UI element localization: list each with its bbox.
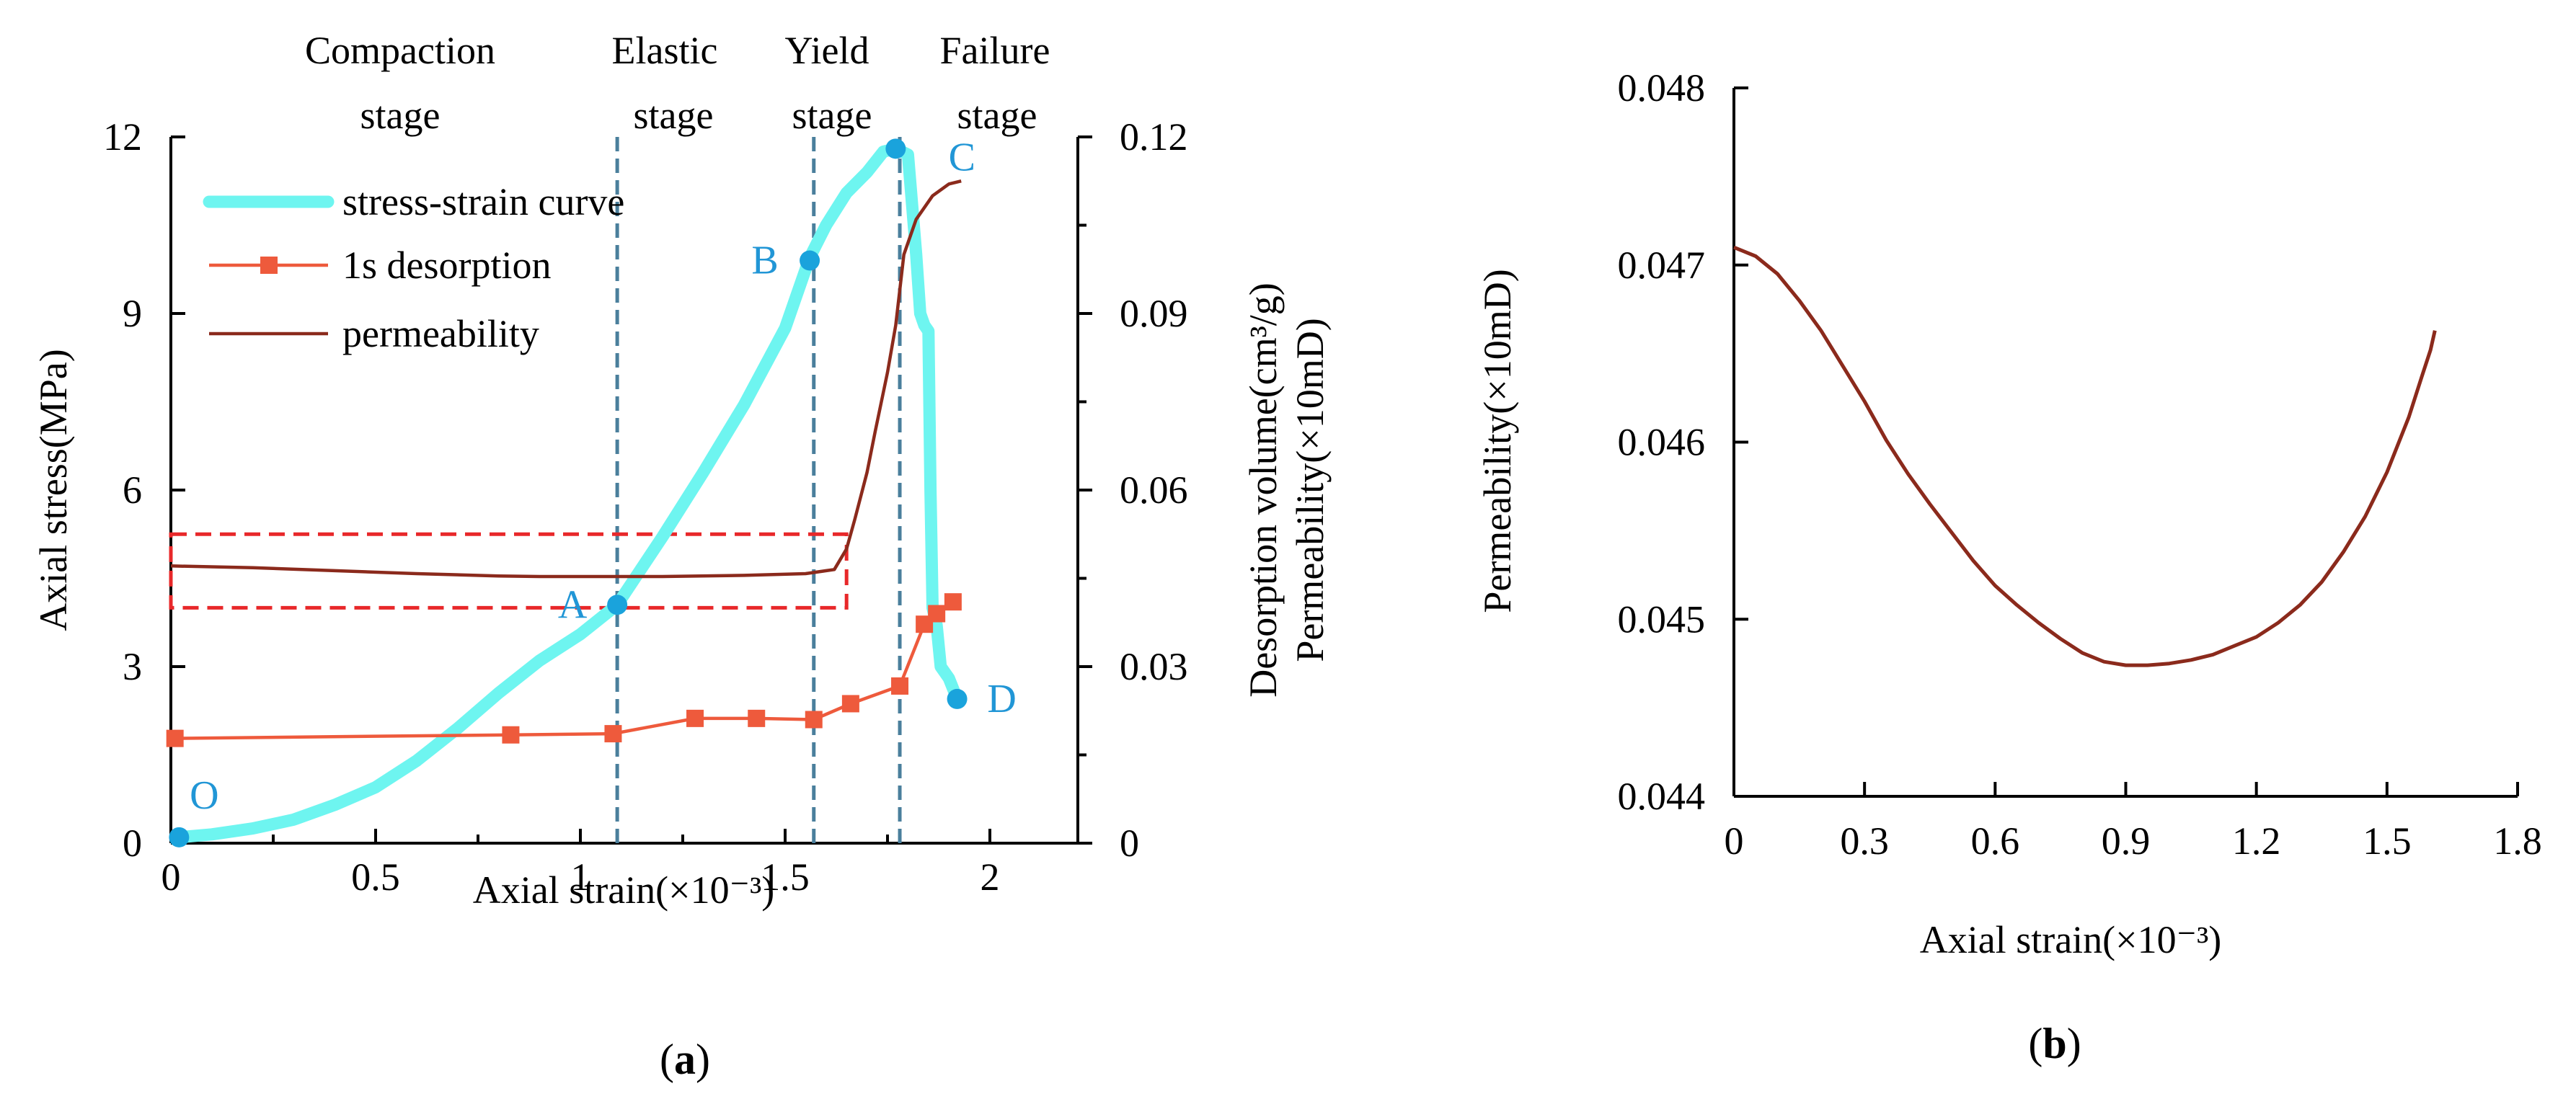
desorption-point: [891, 677, 909, 695]
x-tick-label: 0.5: [351, 855, 400, 899]
x-tick-label: 1: [571, 855, 590, 899]
desorption-markers: [166, 593, 962, 747]
desorption-point: [166, 729, 184, 747]
stage-title-yield-1: Yield: [785, 29, 869, 72]
desorption-point: [604, 725, 622, 743]
panel-a-caption: (a): [660, 1036, 710, 1083]
legend: stress-strain curve 1s desorption permea…: [203, 180, 624, 355]
legend-label-permeability: permeability: [342, 312, 539, 355]
desorption-point: [841, 695, 859, 713]
panel-b: 0 0.3 0.6 0.9 1.2 1.5 1.8 0.044 0.045 0.046 0.047 0…: [1476, 66, 2542, 1067]
legend-label-stress: stress-strain curve: [342, 180, 624, 223]
b-x-tick-label: 0.9: [2102, 819, 2151, 863]
point-label-a: A: [558, 582, 588, 627]
series-permeability: [170, 179, 962, 579]
panel-a-ylabel: Axial stress(MPa): [32, 349, 75, 631]
point-label-c: C: [949, 135, 975, 179]
desorption-point: [502, 726, 520, 744]
x-tick-label: 2: [981, 855, 1000, 899]
panel-a-xlabel: Axial strain(×10⁻³): [473, 868, 775, 912]
y-tick-label: 0: [123, 822, 142, 865]
x-tick-label: 1.5: [761, 855, 810, 899]
panel-a-y2label-desorption: Desorption volume(cm³/g): [1241, 282, 1285, 698]
b-x-tick-label: 1.2: [2232, 819, 2281, 863]
b-y-tick-label: 0.046: [1618, 421, 1706, 464]
series-permeability-b: [1733, 245, 2437, 667]
characteristic-points: O A B C D: [169, 135, 1017, 847]
point-label-d: D: [987, 677, 1016, 721]
panel-a-y2label-permeability: Permeability(×10mD): [1288, 318, 1332, 662]
point-label-o: O: [190, 773, 218, 818]
y2-tick-label: 0.09: [1120, 292, 1188, 335]
y-tick-label: 12: [103, 115, 142, 159]
b-y-tick-label: 0.044: [1618, 775, 1706, 818]
y2-tick-label: 0: [1120, 822, 1139, 865]
b-x-tick-label: 0.3: [1840, 819, 1889, 863]
panel-b-xlabel: Axial strain(×10⁻³): [1920, 918, 2222, 961]
desorption-point: [928, 605, 946, 623]
point-b: [800, 250, 820, 271]
y2-tick-label: 0.12: [1120, 115, 1188, 159]
stage-title-elastic-2: stage: [634, 94, 714, 137]
point-c: [885, 138, 906, 159]
stage-title-failure-2: stage: [957, 94, 1037, 137]
y2-tick-label: 0.06: [1120, 468, 1188, 512]
panel-b-ylabel: Permeability(×10mD): [1476, 269, 1519, 613]
b-x-tick-label: 1.5: [2363, 819, 2412, 863]
b-x-tick-label: 1.8: [2493, 819, 2542, 863]
desorption-point: [805, 711, 823, 729]
desorption-point: [748, 709, 766, 727]
panel-b-caption: (b): [2028, 1020, 2081, 1067]
b-x-tick-label: 0: [1725, 819, 1744, 863]
stage-title-compaction-1: Compaction: [305, 29, 495, 72]
stage-title-compaction-2: stage: [360, 94, 441, 137]
b-x-tick-label: 0.6: [1971, 819, 2020, 863]
b-y-tick-label: 0.047: [1618, 244, 1706, 287]
x-tick-label: 0: [161, 855, 181, 899]
legend-label-desorption: 1s desorption: [342, 244, 552, 287]
y2-tick-label: 0.03: [1120, 645, 1188, 688]
panel-b-ticks: 0 0.3 0.6 0.9 1.2 1.5 1.8 0.044 0.045 0.046 0.047 0…: [1618, 66, 2542, 863]
stage-title-failure-1: Failure: [940, 29, 1050, 72]
panel-a-ticks: 0 0.5 1 1.5 2 0 3 6 9 12 0 0.03 0.06 0.09 0.12: [103, 115, 1188, 899]
legend-marker-desorption: [260, 257, 278, 274]
highlight-box: [169, 532, 849, 610]
panel-a: 0 0.5 1 1.5 2 0 3 6 9 12 0 0.03 0.06 0.09 0.12 O A B C D C…: [32, 29, 1332, 1083]
b-y-tick-label: 0.048: [1618, 66, 1706, 110]
point-a: [607, 595, 628, 615]
point-d: [947, 688, 968, 709]
point-o: [169, 827, 190, 847]
y-tick-label: 3: [123, 645, 142, 688]
stage-title-yield-2: stage: [792, 94, 872, 137]
desorption-point: [686, 709, 704, 727]
stage-title-elastic-1: Elastic: [612, 29, 718, 72]
point-label-b: B: [751, 239, 778, 283]
b-y-tick-label: 0.045: [1618, 597, 1706, 641]
y-tick-label: 9: [123, 292, 142, 335]
y-tick-label: 6: [123, 468, 142, 512]
desorption-point: [944, 593, 962, 611]
